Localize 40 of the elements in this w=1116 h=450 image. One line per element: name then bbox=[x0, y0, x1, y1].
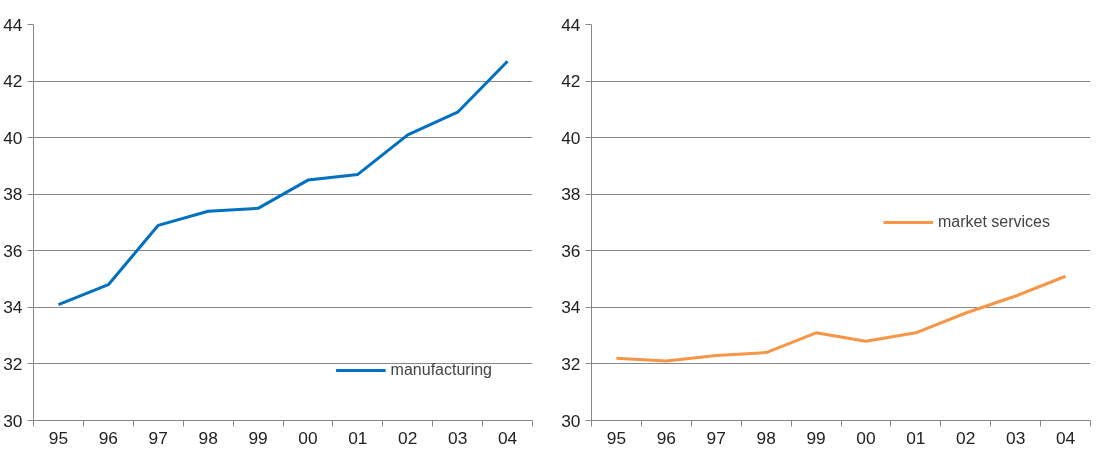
x-tick-label: 02 bbox=[956, 427, 976, 448]
x-tick-label: 98 bbox=[198, 427, 218, 448]
x-tick-label: 00 bbox=[298, 427, 318, 448]
y-tick-label: 44 bbox=[3, 14, 23, 35]
y-tick-label: 30 bbox=[3, 410, 23, 431]
x-tick-label: 97 bbox=[148, 427, 168, 448]
x-tick-label: 95 bbox=[606, 427, 627, 448]
x-tick-label: 95 bbox=[48, 427, 69, 448]
x-tick-label: 03 bbox=[448, 427, 468, 448]
x-tick-label: 01 bbox=[906, 427, 926, 448]
y-tick-label: 42 bbox=[561, 71, 581, 92]
y-tick-label: 32 bbox=[561, 353, 581, 374]
x-tick-label: 00 bbox=[856, 427, 876, 448]
x-tick-label: 04 bbox=[497, 427, 518, 448]
y-tick-label: 34 bbox=[3, 297, 23, 318]
y-tick-label: 42 bbox=[3, 71, 23, 92]
x-tick-label: 96 bbox=[656, 427, 676, 448]
y-tick-label: 34 bbox=[561, 297, 581, 318]
line-series bbox=[56, 59, 510, 307]
y-tick-label: 44 bbox=[561, 14, 581, 35]
legend-label: market services bbox=[937, 213, 1050, 231]
x-tick-label: 03 bbox=[1006, 427, 1026, 448]
y-tick-label: 30 bbox=[561, 410, 581, 431]
x-tick-label: 02 bbox=[398, 427, 418, 448]
x-tick-label: 99 bbox=[248, 427, 268, 448]
y-tick-label: 36 bbox=[3, 240, 23, 261]
y-tick-label: 38 bbox=[561, 184, 581, 205]
y-tick-label: 32 bbox=[3, 353, 23, 374]
line-series bbox=[614, 274, 1068, 363]
x-tick-label: 99 bbox=[806, 427, 826, 448]
y-tick-label: 36 bbox=[561, 240, 581, 261]
x-tick-label: 98 bbox=[756, 427, 776, 448]
y-tick-label: 40 bbox=[561, 127, 581, 148]
x-tick-label: 01 bbox=[348, 427, 368, 448]
legend-label: manufacturing bbox=[390, 361, 492, 379]
x-tick-label: 96 bbox=[98, 427, 118, 448]
y-tick-label: 38 bbox=[3, 184, 23, 205]
y-tick-label: 40 bbox=[3, 127, 23, 148]
x-tick-label: 97 bbox=[706, 427, 726, 448]
x-tick-label: 04 bbox=[1055, 427, 1076, 448]
